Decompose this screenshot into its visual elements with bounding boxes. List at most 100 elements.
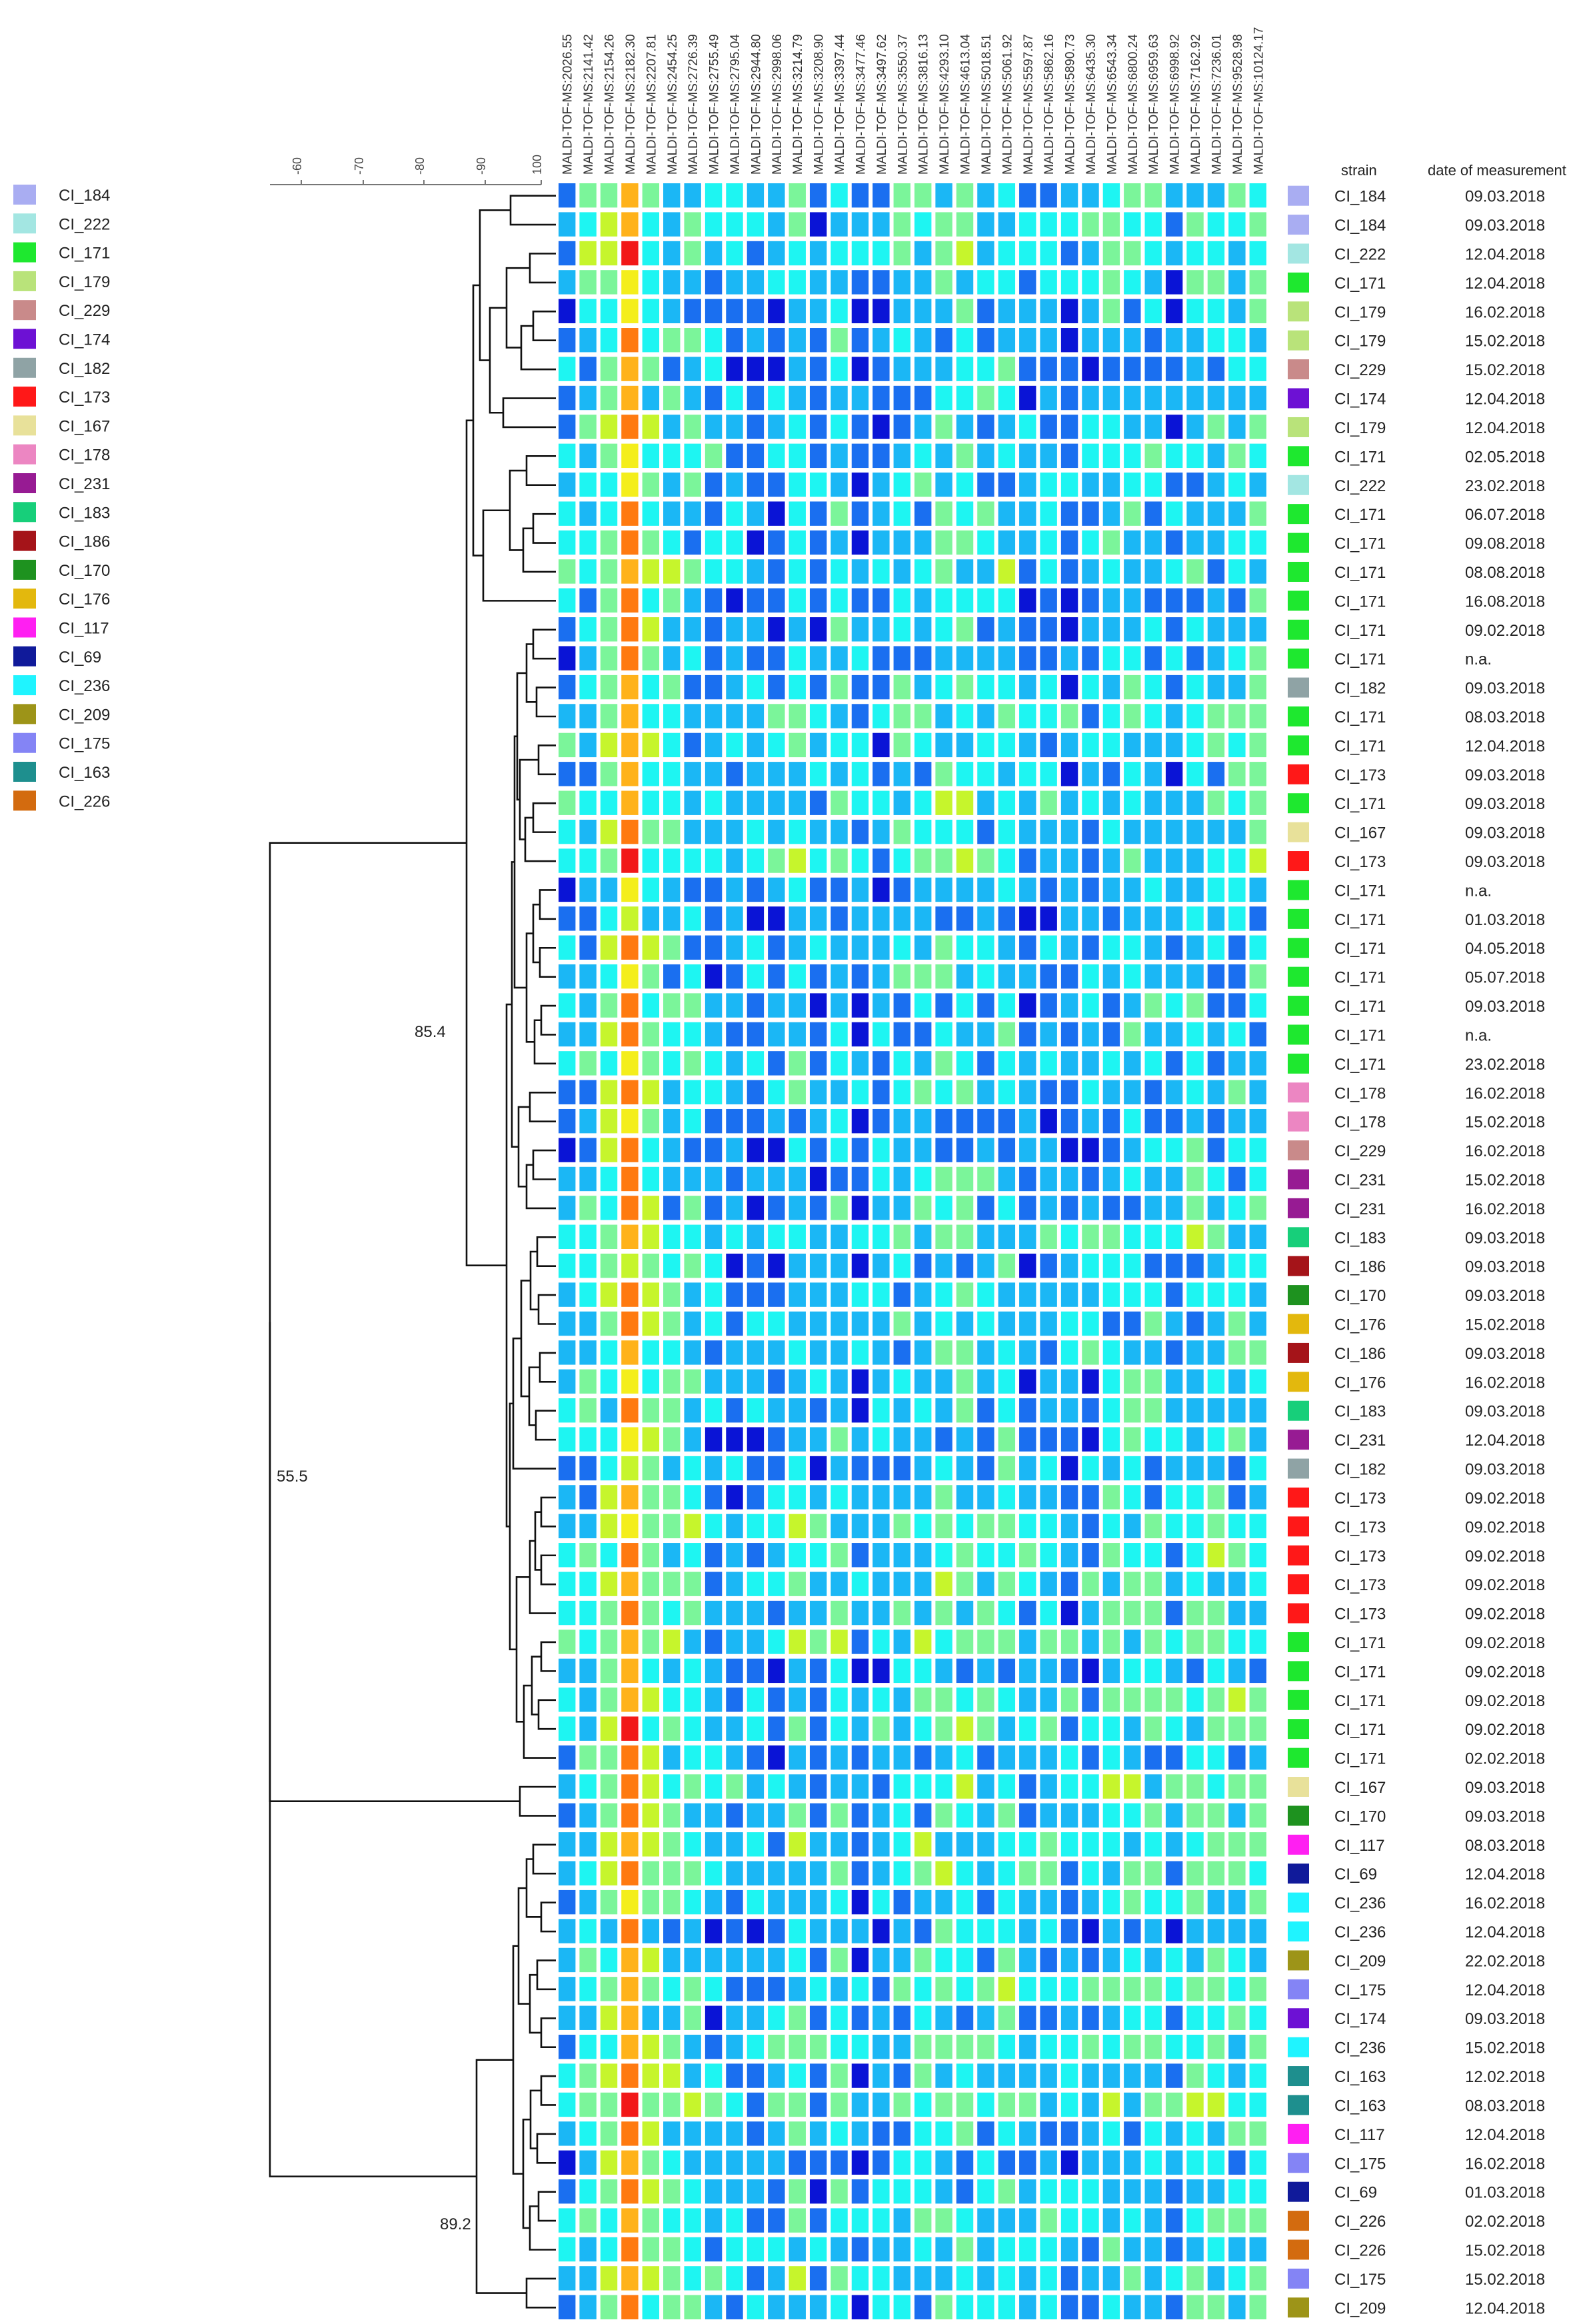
heatmap-cell — [1186, 270, 1204, 295]
heatmap-cell — [768, 1803, 785, 1828]
heatmap-cell — [1102, 2237, 1120, 2262]
heatmap-cell — [935, 1688, 952, 1712]
heatmap-cell — [1144, 530, 1162, 555]
heatmap-cell — [914, 1022, 932, 1047]
heatmap-cell — [1186, 1919, 1204, 1943]
heatmap-cell — [705, 762, 723, 786]
heatmap-cell — [1040, 2005, 1057, 2030]
heatmap-cell — [1165, 1774, 1183, 1799]
heatmap-cell — [1082, 1947, 1099, 1973]
heatmap-cell — [1060, 1196, 1078, 1220]
heatmap-cell — [851, 1022, 869, 1047]
heatmap-cell — [642, 964, 660, 989]
heatmap-cell — [1249, 530, 1266, 555]
heatmap-cell — [559, 1138, 576, 1162]
heatmap-cell — [893, 819, 910, 844]
heatmap-cell — [872, 270, 890, 295]
heatmap-cell — [1228, 1369, 1246, 1394]
heatmap-cell — [621, 530, 639, 555]
heatmap-cell — [956, 1051, 974, 1076]
heatmap-cell — [1186, 2208, 1204, 2233]
heatmap-cell — [935, 2005, 952, 2030]
heatmap-cell — [809, 1369, 827, 1394]
heatmap-cell — [956, 1543, 974, 1568]
heatmap-cell — [809, 1658, 827, 1684]
heatmap-cell — [872, 443, 890, 469]
heatmap-cell — [579, 762, 597, 786]
heatmap-cell — [1124, 1688, 1141, 1712]
legend-swatch — [13, 415, 36, 436]
heatmap-cell — [726, 906, 743, 931]
heatmap-cell — [872, 1774, 890, 1799]
heatmap-cell — [851, 183, 869, 208]
heatmap-cell — [684, 1485, 701, 1510]
heatmap-cell — [663, 1716, 681, 1741]
heatmap-cell — [621, 964, 639, 989]
heatmap-cell — [830, 212, 848, 237]
dendrogram-branch — [517, 1887, 530, 2005]
heatmap-cell — [1082, 1977, 1099, 2001]
heatmap-cell — [1144, 1572, 1162, 1596]
date-label: 09.02.2018 — [1465, 1663, 1545, 1681]
heatmap-cell — [726, 1138, 743, 1162]
heatmap-cell — [747, 270, 765, 295]
heatmap-cell — [1228, 2121, 1246, 2146]
heatmap-cell — [809, 415, 827, 439]
heatmap-cell — [621, 1919, 639, 1943]
heatmap-cell — [1186, 530, 1204, 555]
heatmap-cell — [1102, 2295, 1120, 2319]
heatmap-cell — [956, 1166, 974, 1192]
heatmap-cell — [1144, 1051, 1162, 1076]
heatmap-cell — [684, 1022, 701, 1047]
heatmap-cell — [1102, 1543, 1120, 1568]
heatmap-cell — [809, 1108, 827, 1134]
heatmap-cell — [1060, 2266, 1078, 2291]
heatmap-cell — [1144, 2121, 1162, 2146]
heatmap-cell — [998, 1138, 1016, 1162]
heatmap-cell — [559, 415, 576, 439]
heatmap-cell — [998, 2266, 1016, 2291]
heatmap-cell — [977, 1688, 994, 1712]
heatmap-cell — [1124, 2005, 1141, 2030]
heatmap-cell — [893, 357, 910, 381]
heatmap-cell — [1060, 732, 1078, 758]
heatmap-cell — [663, 2034, 681, 2059]
heatmap-cell — [621, 183, 639, 208]
heatmap-cell — [1040, 385, 1057, 411]
heatmap-cell — [956, 183, 974, 208]
heatmap-cell — [1040, 1832, 1057, 1857]
heatmap-cell — [935, 617, 952, 642]
strain-swatch — [1288, 1805, 1309, 1826]
legend-label: CI_182 — [59, 360, 110, 378]
heatmap-cell — [642, 1456, 660, 1481]
heatmap-cell — [559, 1485, 576, 1510]
heatmap-cell — [977, 2005, 994, 2030]
heatmap-cell — [956, 212, 974, 237]
heatmap-cell — [830, 1051, 848, 1076]
heatmap-cell — [663, 1745, 681, 1770]
heatmap-cell — [1144, 1977, 1162, 2001]
heatmap-cell — [726, 559, 743, 584]
heatmap-cell — [956, 299, 974, 324]
heatmap-cell — [1207, 1196, 1225, 1220]
heatmap-cell — [600, 1427, 618, 1452]
heatmap-cell — [789, 1398, 806, 1423]
heatmap-cell — [914, 1947, 932, 1973]
heatmap-cell — [621, 2208, 639, 2233]
heatmap-cell — [893, 1889, 910, 1915]
heatmap-cell — [747, 877, 765, 902]
strain-label: CI_171 — [1334, 622, 1386, 640]
heatmap-cell — [914, 559, 932, 584]
heatmap-cell — [642, 1080, 660, 1104]
heatmap-cell — [768, 2208, 785, 2233]
heatmap-cell — [1186, 2063, 1204, 2088]
heatmap-cell — [600, 790, 618, 815]
heatmap-cell — [1060, 964, 1078, 989]
date-label: 04.05.2018 — [1465, 940, 1545, 958]
heatmap-cell — [914, 2237, 932, 2262]
heatmap-cell — [663, 299, 681, 324]
heatmap-cell — [1144, 1456, 1162, 1481]
heatmap-cell — [663, 1947, 681, 1973]
heatmap-cell — [747, 704, 765, 728]
heatmap-cell — [768, 1456, 785, 1481]
